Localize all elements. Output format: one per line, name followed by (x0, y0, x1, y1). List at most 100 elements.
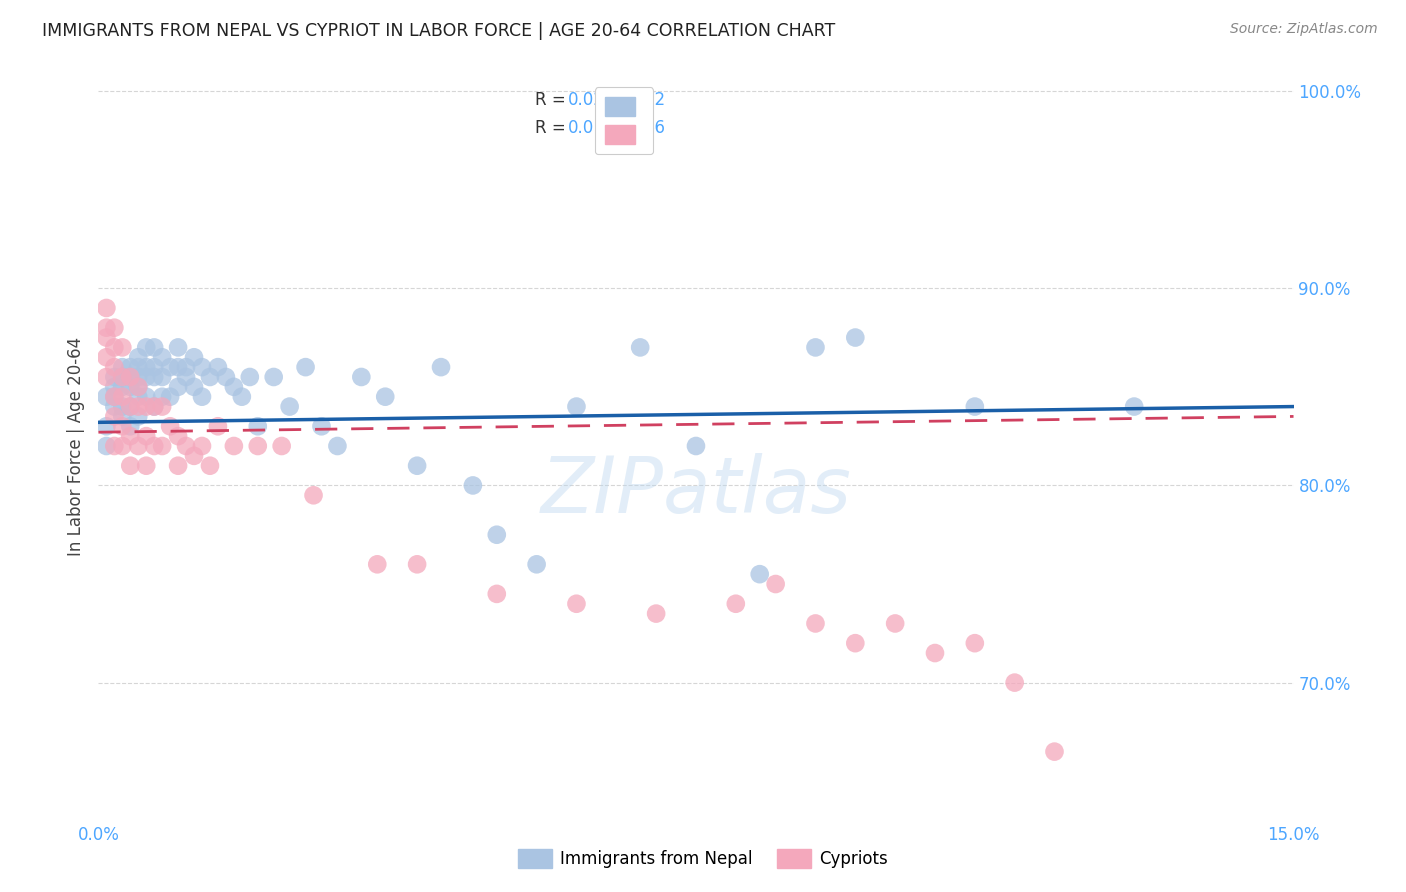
Point (111, 380, 134, 394)
Point (159, 390, 181, 404)
Point (127, 409, 149, 424)
Point (111, 409, 134, 424)
Point (96, 351, 118, 365)
Point (645, 607, 668, 621)
Point (120, 419, 142, 434)
Point (96, 330, 118, 344)
Point (804, 340, 827, 354)
Point (326, 439, 349, 453)
Text: 0.015: 0.015 (568, 119, 616, 136)
Point (135, 390, 157, 404)
Text: IMMIGRANTS FROM NEPAL VS CYPRIOT IN LABOR FORCE | AGE 20-64 CORRELATION CHART: IMMIGRANTS FROM NEPAL VS CYPRIOT IN LABO… (42, 22, 835, 40)
Point (215, 370, 238, 384)
Point (120, 400, 142, 414)
Point (963, 400, 986, 414)
Point (135, 458, 157, 473)
Point (198, 458, 221, 473)
Point (135, 340, 157, 354)
Point (207, 360, 229, 375)
Point (231, 390, 253, 404)
Point (246, 419, 269, 434)
Point (111, 390, 134, 404)
Point (628, 340, 651, 354)
Point (1043, 745, 1066, 759)
Point (207, 419, 229, 434)
Point (103, 409, 125, 424)
Text: R =: R = (534, 91, 571, 109)
Text: ZIPatlas: ZIPatlas (540, 453, 852, 529)
Point (884, 616, 907, 631)
Point (724, 597, 747, 611)
Legend: , : , (595, 87, 654, 154)
Point (103, 360, 125, 375)
Point (150, 370, 173, 384)
Point (103, 380, 125, 394)
Point (150, 390, 173, 404)
Point (143, 400, 166, 414)
Point (103, 390, 125, 404)
Point (804, 616, 827, 631)
Point (167, 380, 190, 394)
Point (143, 360, 166, 375)
Point (374, 390, 396, 404)
Text: 0.021: 0.021 (568, 91, 616, 109)
Point (406, 558, 429, 572)
Point (111, 360, 134, 375)
Point (924, 646, 946, 660)
Point (294, 360, 316, 375)
Text: R =: R = (534, 119, 571, 136)
Point (111, 340, 134, 354)
Point (127, 351, 149, 365)
Point (127, 390, 149, 404)
Point (191, 390, 214, 404)
Point (111, 419, 134, 434)
Point (239, 370, 262, 384)
Text: N =: N = (614, 119, 651, 136)
Point (127, 360, 149, 375)
Point (120, 400, 142, 414)
Point (748, 567, 770, 582)
Point (1004, 675, 1026, 690)
Point (222, 439, 245, 453)
Point (127, 400, 149, 414)
Point (120, 429, 142, 443)
Point (96, 370, 118, 384)
Point (103, 400, 125, 414)
Point (120, 360, 142, 375)
Point (120, 370, 142, 384)
Text: 72: 72 (644, 91, 665, 109)
Point (120, 380, 142, 394)
Legend: Immigrants from Nepal, Cypriots: Immigrants from Nepal, Cypriots (512, 842, 894, 875)
Point (174, 360, 197, 375)
Point (565, 597, 588, 611)
Point (103, 370, 125, 384)
Point (111, 439, 134, 453)
Point (135, 400, 157, 414)
Point (278, 400, 301, 414)
Point (183, 449, 205, 463)
Point (167, 360, 190, 375)
Point (159, 419, 181, 434)
Point (963, 636, 986, 650)
Point (159, 360, 181, 375)
Point (135, 360, 157, 375)
Point (174, 370, 197, 384)
Point (191, 439, 214, 453)
Point (174, 439, 197, 453)
Y-axis label: In Labor Force | Age 20-64: In Labor Force | Age 20-64 (66, 336, 84, 556)
Point (103, 439, 125, 453)
Point (143, 400, 166, 414)
Point (765, 577, 787, 591)
Point (167, 340, 190, 354)
Point (96, 439, 118, 453)
Point (120, 370, 142, 384)
Point (150, 439, 173, 453)
Point (143, 439, 166, 453)
Point (526, 558, 548, 572)
Point (430, 360, 453, 375)
Point (270, 439, 292, 453)
Point (198, 370, 221, 384)
Point (135, 429, 157, 443)
Point (485, 527, 508, 541)
Point (685, 439, 707, 453)
